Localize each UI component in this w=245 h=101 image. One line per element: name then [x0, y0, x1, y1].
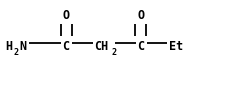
Text: C: C: [137, 40, 145, 53]
Text: O: O: [137, 9, 145, 22]
Text: Et: Et: [169, 40, 183, 53]
Text: O: O: [62, 9, 70, 22]
Text: 2: 2: [111, 48, 116, 57]
Text: N: N: [20, 40, 27, 53]
Text: H: H: [5, 40, 12, 53]
Text: C: C: [62, 40, 70, 53]
Text: CH: CH: [94, 40, 109, 53]
Text: 2: 2: [13, 48, 18, 57]
